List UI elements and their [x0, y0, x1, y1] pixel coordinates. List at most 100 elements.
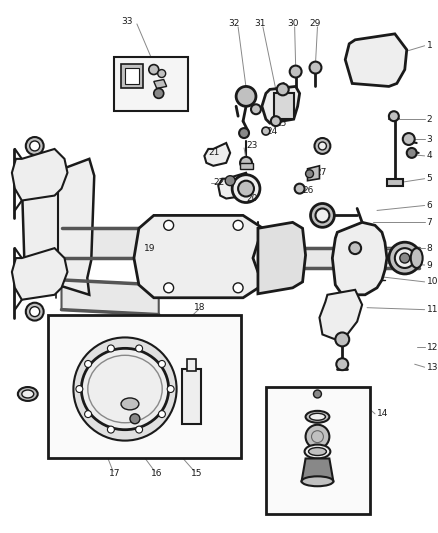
Polygon shape — [186, 359, 196, 371]
Circle shape — [289, 66, 301, 77]
Circle shape — [353, 283, 363, 293]
Ellipse shape — [304, 445, 330, 458]
Ellipse shape — [410, 248, 422, 268]
Polygon shape — [344, 34, 406, 86]
Circle shape — [135, 345, 142, 352]
Ellipse shape — [308, 448, 326, 456]
Circle shape — [232, 175, 259, 203]
Circle shape — [148, 64, 159, 75]
Circle shape — [310, 204, 334, 227]
Ellipse shape — [22, 390, 34, 398]
Circle shape — [379, 60, 393, 74]
Circle shape — [348, 242, 360, 254]
Text: 18: 18 — [193, 303, 205, 312]
Circle shape — [30, 240, 39, 250]
Circle shape — [309, 62, 321, 74]
Ellipse shape — [81, 349, 168, 430]
Text: 23: 23 — [245, 141, 257, 150]
Text: 29: 29 — [309, 19, 321, 28]
Circle shape — [85, 410, 92, 417]
Polygon shape — [61, 280, 159, 314]
Circle shape — [107, 345, 114, 352]
Polygon shape — [332, 222, 386, 295]
Circle shape — [335, 333, 348, 346]
Circle shape — [314, 138, 330, 154]
Circle shape — [30, 211, 39, 220]
Text: R: R — [187, 351, 195, 361]
Circle shape — [305, 170, 313, 177]
Circle shape — [167, 385, 174, 392]
Polygon shape — [240, 163, 252, 169]
Text: 11: 11 — [426, 305, 437, 314]
Circle shape — [85, 360, 92, 367]
Text: 25: 25 — [275, 119, 286, 127]
Circle shape — [26, 236, 43, 254]
Circle shape — [163, 283, 173, 293]
Circle shape — [163, 220, 173, 230]
Circle shape — [294, 184, 304, 193]
Text: 26: 26 — [302, 186, 313, 195]
Text: 13: 13 — [426, 362, 437, 372]
Circle shape — [318, 142, 326, 150]
Polygon shape — [381, 248, 418, 268]
Text: 20: 20 — [245, 194, 257, 203]
Circle shape — [233, 283, 243, 293]
Circle shape — [388, 111, 398, 121]
Circle shape — [237, 181, 254, 197]
Polygon shape — [301, 458, 332, 481]
Ellipse shape — [18, 387, 38, 401]
Circle shape — [353, 258, 360, 266]
Polygon shape — [22, 159, 94, 295]
Polygon shape — [258, 222, 305, 294]
Polygon shape — [12, 248, 67, 300]
Polygon shape — [12, 149, 67, 200]
Circle shape — [107, 426, 114, 433]
Circle shape — [240, 157, 251, 169]
Bar — [125, 68, 138, 84]
Circle shape — [305, 425, 328, 449]
Circle shape — [251, 104, 260, 114]
Circle shape — [26, 303, 43, 320]
Text: 3: 3 — [426, 134, 431, 143]
Polygon shape — [218, 173, 249, 198]
Ellipse shape — [305, 411, 328, 423]
Polygon shape — [61, 228, 236, 258]
Polygon shape — [134, 215, 262, 298]
Circle shape — [236, 86, 255, 106]
Text: 8: 8 — [426, 244, 431, 253]
Circle shape — [388, 242, 420, 274]
Circle shape — [336, 358, 347, 370]
Text: 24: 24 — [265, 126, 276, 135]
Polygon shape — [302, 248, 346, 268]
Circle shape — [225, 176, 235, 185]
Text: 4: 4 — [426, 151, 431, 160]
Polygon shape — [307, 166, 319, 181]
Polygon shape — [204, 143, 230, 166]
Text: 5: 5 — [426, 174, 431, 183]
Ellipse shape — [301, 477, 332, 486]
Text: T: T — [187, 362, 194, 372]
Text: 10: 10 — [426, 277, 437, 286]
Circle shape — [158, 410, 165, 417]
Bar — [273, 93, 293, 119]
Circle shape — [26, 206, 43, 224]
Ellipse shape — [309, 413, 325, 421]
Circle shape — [76, 385, 83, 392]
Circle shape — [276, 84, 288, 95]
Bar — [114, 56, 188, 111]
Text: 17: 17 — [109, 469, 120, 478]
Circle shape — [158, 360, 165, 367]
Text: 9: 9 — [426, 261, 431, 270]
Text: 22: 22 — [213, 178, 224, 187]
Circle shape — [30, 141, 39, 151]
Text: 16: 16 — [151, 469, 162, 478]
Text: 28: 28 — [319, 141, 330, 150]
Text: 1: 1 — [426, 41, 431, 50]
Circle shape — [361, 47, 375, 61]
Circle shape — [313, 390, 321, 398]
Text: 6: 6 — [426, 201, 431, 210]
Text: 12: 12 — [426, 343, 437, 352]
Text: 30: 30 — [286, 19, 298, 28]
Bar — [121, 63, 142, 88]
Circle shape — [406, 148, 416, 158]
